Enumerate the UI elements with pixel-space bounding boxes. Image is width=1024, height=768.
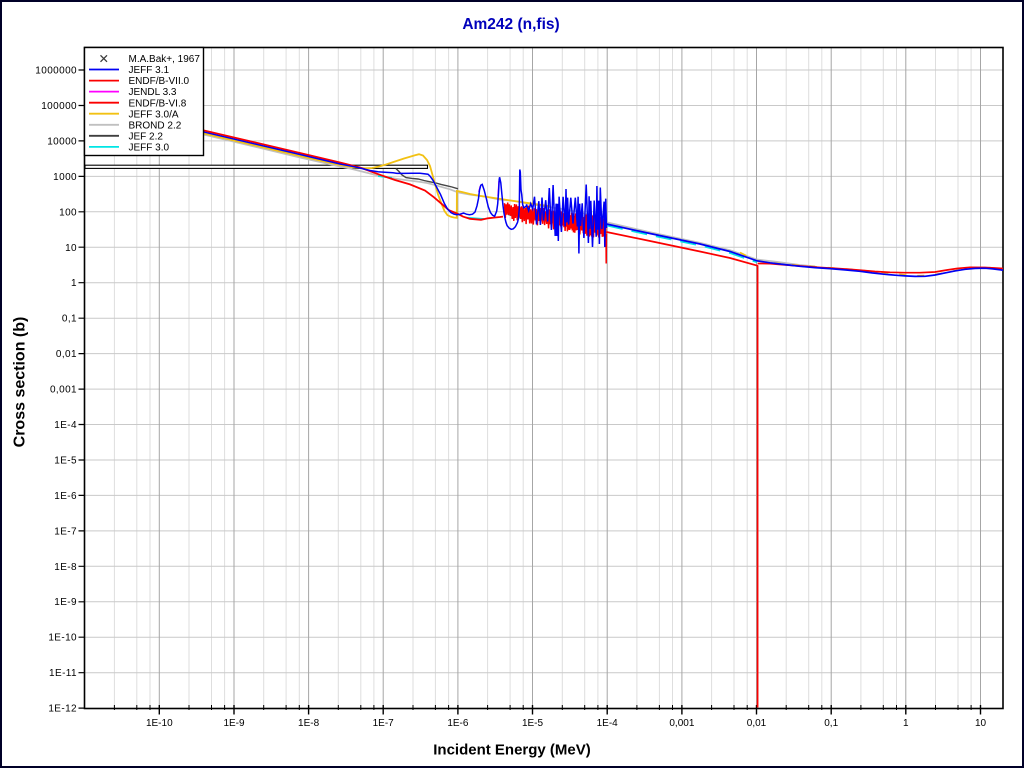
svg-text:10: 10 <box>65 243 77 254</box>
svg-text:JENDL 3.3: JENDL 3.3 <box>129 87 177 98</box>
svg-text:JEF 2.2: JEF 2.2 <box>129 131 164 142</box>
svg-text:0,01: 0,01 <box>56 349 77 360</box>
svg-text:Am242 (n,fis): Am242 (n,fis) <box>462 16 559 33</box>
svg-text:1E-4: 1E-4 <box>597 718 619 729</box>
svg-text:1E-5: 1E-5 <box>522 718 544 729</box>
svg-text:1E-4: 1E-4 <box>54 420 77 431</box>
svg-text:0,001: 0,001 <box>669 718 694 729</box>
svg-text:1E-10: 1E-10 <box>146 718 173 729</box>
svg-text:JEFF 3.0: JEFF 3.0 <box>129 143 170 154</box>
svg-text:10: 10 <box>975 718 987 729</box>
svg-text:1E-10: 1E-10 <box>48 633 77 644</box>
svg-text:0,001: 0,001 <box>50 385 77 396</box>
svg-text:1E-9: 1E-9 <box>54 597 77 608</box>
svg-text:M.A.Bak+, 1967: M.A.Bak+, 1967 <box>129 54 201 65</box>
svg-text:1: 1 <box>71 278 77 289</box>
svg-text:1000: 1000 <box>53 172 77 183</box>
svg-text:BROND 2.2: BROND 2.2 <box>129 120 182 131</box>
svg-text:10000: 10000 <box>47 136 77 147</box>
svg-text:100: 100 <box>59 207 77 218</box>
svg-text:1E-6: 1E-6 <box>54 491 77 502</box>
svg-text:Incident Energy (MeV): Incident Energy (MeV) <box>433 742 591 759</box>
svg-text:1E-9: 1E-9 <box>223 718 245 729</box>
svg-text:ENDF/B-VII.0: ENDF/B-VII.0 <box>129 76 190 87</box>
svg-text:1E-7: 1E-7 <box>373 718 395 729</box>
svg-text:JEFF 3.0/A: JEFF 3.0/A <box>129 109 179 120</box>
svg-text:0,1: 0,1 <box>824 718 838 729</box>
svg-text:JEFF 3.1: JEFF 3.1 <box>129 65 170 76</box>
svg-text:1E-12: 1E-12 <box>48 704 77 715</box>
svg-text:1E-8: 1E-8 <box>298 718 320 729</box>
svg-text:1E-5: 1E-5 <box>54 456 77 467</box>
svg-text:0,01: 0,01 <box>747 718 767 729</box>
svg-text:1E-6: 1E-6 <box>447 718 469 729</box>
svg-text:1E-8: 1E-8 <box>54 562 77 573</box>
svg-text:0,1: 0,1 <box>62 314 77 325</box>
svg-text:1000000: 1000000 <box>35 66 77 77</box>
svg-text:100000: 100000 <box>41 101 77 112</box>
svg-text:1E-7: 1E-7 <box>54 526 77 537</box>
svg-text:1: 1 <box>903 718 909 729</box>
svg-text:1E-11: 1E-11 <box>49 668 77 679</box>
svg-text:Cross section (b): Cross section (b) <box>12 317 29 448</box>
svg-text:ENDF/B-VI.8: ENDF/B-VI.8 <box>129 98 187 109</box>
